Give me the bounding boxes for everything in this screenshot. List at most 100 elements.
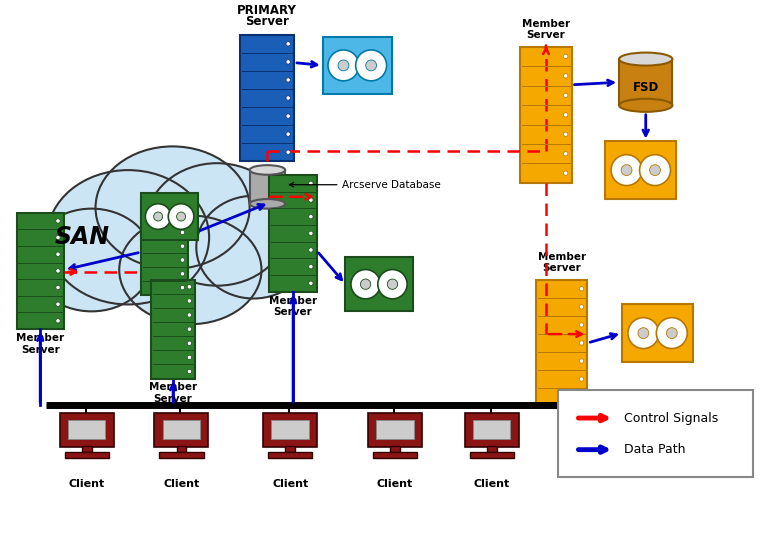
Text: Member
Server: Member Server bbox=[269, 295, 317, 317]
FancyBboxPatch shape bbox=[154, 413, 208, 446]
Circle shape bbox=[564, 93, 568, 98]
Circle shape bbox=[309, 281, 313, 286]
Circle shape bbox=[286, 150, 291, 154]
FancyBboxPatch shape bbox=[141, 198, 188, 295]
Circle shape bbox=[351, 270, 380, 299]
Circle shape bbox=[56, 252, 60, 256]
Circle shape bbox=[286, 96, 291, 100]
FancyBboxPatch shape bbox=[250, 170, 285, 204]
FancyBboxPatch shape bbox=[558, 390, 753, 478]
Circle shape bbox=[309, 214, 313, 219]
FancyBboxPatch shape bbox=[323, 37, 392, 94]
Text: Client: Client bbox=[474, 479, 510, 489]
Circle shape bbox=[180, 244, 185, 248]
Circle shape bbox=[564, 132, 568, 137]
FancyBboxPatch shape bbox=[17, 213, 64, 329]
Circle shape bbox=[286, 42, 291, 46]
FancyBboxPatch shape bbox=[469, 452, 513, 458]
FancyBboxPatch shape bbox=[268, 452, 312, 458]
Circle shape bbox=[564, 73, 568, 78]
Ellipse shape bbox=[619, 53, 672, 65]
Circle shape bbox=[564, 113, 568, 117]
Circle shape bbox=[56, 318, 60, 323]
FancyBboxPatch shape bbox=[622, 304, 693, 362]
FancyBboxPatch shape bbox=[263, 413, 317, 446]
Ellipse shape bbox=[31, 209, 153, 311]
Circle shape bbox=[180, 217, 185, 221]
Circle shape bbox=[169, 204, 194, 229]
Circle shape bbox=[338, 60, 349, 71]
FancyBboxPatch shape bbox=[82, 445, 92, 452]
Circle shape bbox=[628, 318, 658, 348]
FancyBboxPatch shape bbox=[285, 445, 295, 452]
Ellipse shape bbox=[250, 165, 285, 175]
FancyBboxPatch shape bbox=[346, 257, 413, 311]
Ellipse shape bbox=[196, 196, 311, 299]
Text: PRIMARY: PRIMARY bbox=[237, 4, 297, 17]
Circle shape bbox=[187, 369, 192, 374]
Ellipse shape bbox=[250, 199, 285, 209]
Circle shape bbox=[579, 323, 584, 327]
FancyBboxPatch shape bbox=[68, 420, 105, 440]
Circle shape bbox=[187, 341, 192, 345]
FancyBboxPatch shape bbox=[368, 413, 422, 446]
Circle shape bbox=[180, 258, 185, 262]
Ellipse shape bbox=[95, 146, 250, 269]
Circle shape bbox=[309, 231, 313, 235]
Text: Client: Client bbox=[272, 479, 308, 489]
Circle shape bbox=[638, 327, 649, 339]
FancyBboxPatch shape bbox=[373, 452, 417, 458]
Circle shape bbox=[286, 78, 291, 82]
Circle shape bbox=[579, 341, 584, 345]
FancyBboxPatch shape bbox=[487, 445, 497, 452]
Text: Client: Client bbox=[377, 479, 413, 489]
Text: Member: Member bbox=[522, 19, 570, 29]
Circle shape bbox=[579, 377, 584, 381]
Text: Client: Client bbox=[69, 479, 105, 489]
Ellipse shape bbox=[119, 215, 262, 324]
Circle shape bbox=[56, 219, 60, 223]
Circle shape bbox=[666, 327, 678, 339]
Ellipse shape bbox=[619, 99, 672, 112]
Circle shape bbox=[56, 285, 60, 289]
Circle shape bbox=[56, 302, 60, 307]
Text: FSD: FSD bbox=[633, 80, 659, 94]
Circle shape bbox=[611, 155, 642, 185]
Ellipse shape bbox=[146, 163, 288, 286]
FancyBboxPatch shape bbox=[465, 413, 519, 446]
Circle shape bbox=[579, 359, 584, 363]
Circle shape bbox=[564, 54, 568, 58]
FancyBboxPatch shape bbox=[151, 280, 195, 378]
Text: Server: Server bbox=[245, 15, 289, 28]
Circle shape bbox=[187, 355, 192, 360]
Circle shape bbox=[365, 60, 377, 71]
FancyBboxPatch shape bbox=[65, 452, 108, 458]
FancyBboxPatch shape bbox=[520, 47, 571, 183]
Text: Client: Client bbox=[163, 479, 200, 489]
Circle shape bbox=[180, 203, 185, 207]
Circle shape bbox=[656, 318, 687, 348]
FancyBboxPatch shape bbox=[376, 420, 414, 440]
Text: Member
Server: Member Server bbox=[16, 333, 64, 355]
FancyBboxPatch shape bbox=[605, 142, 676, 199]
Circle shape bbox=[621, 165, 632, 175]
Circle shape bbox=[309, 264, 313, 269]
Circle shape bbox=[564, 152, 568, 156]
Circle shape bbox=[187, 327, 192, 331]
FancyBboxPatch shape bbox=[390, 445, 400, 452]
FancyBboxPatch shape bbox=[269, 175, 317, 292]
Text: Arcserve Database: Arcserve Database bbox=[289, 180, 441, 190]
FancyBboxPatch shape bbox=[60, 413, 114, 446]
FancyBboxPatch shape bbox=[473, 420, 510, 440]
Circle shape bbox=[187, 299, 192, 303]
Circle shape bbox=[649, 165, 661, 175]
Text: Member: Member bbox=[538, 252, 586, 262]
FancyBboxPatch shape bbox=[619, 59, 672, 105]
FancyBboxPatch shape bbox=[240, 35, 294, 161]
Text: Member
Server: Member Server bbox=[149, 383, 197, 404]
Circle shape bbox=[309, 181, 313, 185]
Circle shape bbox=[56, 235, 60, 240]
Circle shape bbox=[639, 155, 671, 185]
Circle shape bbox=[286, 59, 291, 64]
Circle shape bbox=[56, 269, 60, 273]
